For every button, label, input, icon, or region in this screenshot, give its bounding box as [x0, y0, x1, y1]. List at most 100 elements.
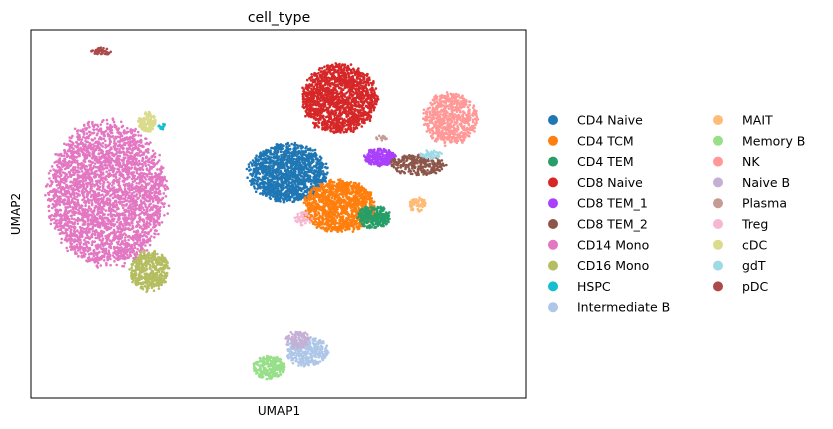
data-point [311, 80, 315, 84]
data-point [277, 191, 280, 195]
data-point [318, 79, 322, 83]
data-point [323, 222, 326, 226]
data-point [308, 154, 312, 158]
data-point [292, 161, 295, 165]
data-point [425, 173, 428, 176]
data-point [331, 92, 335, 96]
data-point [371, 83, 374, 87]
data-point [308, 98, 312, 101]
data-point [297, 161, 301, 164]
data-point [380, 216, 384, 220]
data-point [298, 171, 301, 175]
data-point [267, 171, 270, 174]
data-point [301, 196, 304, 199]
data-point [420, 157, 423, 160]
data-point [302, 106, 306, 110]
data-point [339, 71, 342, 74]
data-point [312, 87, 316, 91]
data-point [302, 158, 306, 161]
data-point [351, 188, 355, 192]
data-point [353, 195, 357, 198]
data-point [342, 108, 346, 111]
data-point [407, 170, 411, 173]
data-point [338, 184, 341, 188]
data-point [360, 114, 363, 117]
data-point [320, 226, 323, 230]
data-point [344, 92, 347, 95]
data-point [306, 188, 309, 192]
data-point [312, 73, 316, 77]
data-point [301, 161, 305, 165]
data-point [405, 158, 409, 162]
data-point [328, 97, 332, 100]
data-point [347, 112, 351, 116]
data-point [341, 222, 344, 225]
data-point [372, 207, 375, 211]
data-point [330, 196, 334, 199]
data-point [303, 201, 307, 204]
data-point [321, 212, 325, 216]
data-point [293, 174, 297, 178]
data-point [292, 179, 295, 183]
data-point [410, 162, 413, 165]
data-point [345, 81, 348, 84]
data-point [285, 183, 289, 187]
data-point [313, 179, 316, 183]
data-point [298, 144, 302, 148]
data-point [317, 211, 320, 214]
data-point [285, 145, 288, 149]
data-point [435, 167, 439, 170]
data-point [313, 223, 317, 226]
data-point [302, 180, 306, 184]
data-point [285, 192, 288, 196]
data-point [327, 228, 331, 231]
data-point [317, 170, 321, 173]
data-point [279, 200, 282, 203]
data-point [338, 192, 341, 196]
data-point [326, 185, 330, 188]
data-point [373, 226, 376, 229]
data-point [325, 115, 328, 119]
chart-title: cell_type [248, 10, 310, 26]
data-point [280, 180, 283, 183]
data-point [310, 92, 313, 95]
data-point [351, 99, 355, 103]
data-point [344, 189, 347, 192]
data-point [386, 219, 390, 222]
data-point [334, 188, 338, 191]
data-point [310, 190, 313, 194]
data-point [361, 101, 365, 105]
data-point [337, 100, 340, 104]
data-point [273, 180, 277, 184]
data-point [331, 185, 334, 188]
data-point [346, 203, 350, 207]
data-point [303, 178, 306, 182]
data-point [371, 100, 374, 104]
data-point [283, 169, 287, 173]
data-point [364, 83, 368, 86]
data-point [320, 205, 324, 209]
data-point [346, 96, 349, 99]
data-point [342, 74, 346, 77]
data-point [368, 118, 372, 121]
data-point [341, 199, 344, 202]
data-point [328, 187, 332, 191]
data-point [419, 166, 423, 169]
data-point [265, 194, 268, 197]
data-point [316, 193, 319, 196]
data-point [308, 174, 312, 178]
data-point [336, 118, 339, 122]
data-point [310, 83, 314, 86]
data-point [358, 225, 362, 228]
data-point [313, 205, 317, 209]
data-point [354, 181, 357, 185]
data-point [323, 100, 326, 103]
data-point [315, 190, 318, 193]
data-point [358, 105, 361, 109]
data-point [347, 102, 350, 105]
data-point [360, 189, 364, 192]
data-point [281, 147, 284, 150]
data-point [288, 182, 291, 185]
data-point [255, 169, 259, 173]
data-point [313, 211, 317, 215]
